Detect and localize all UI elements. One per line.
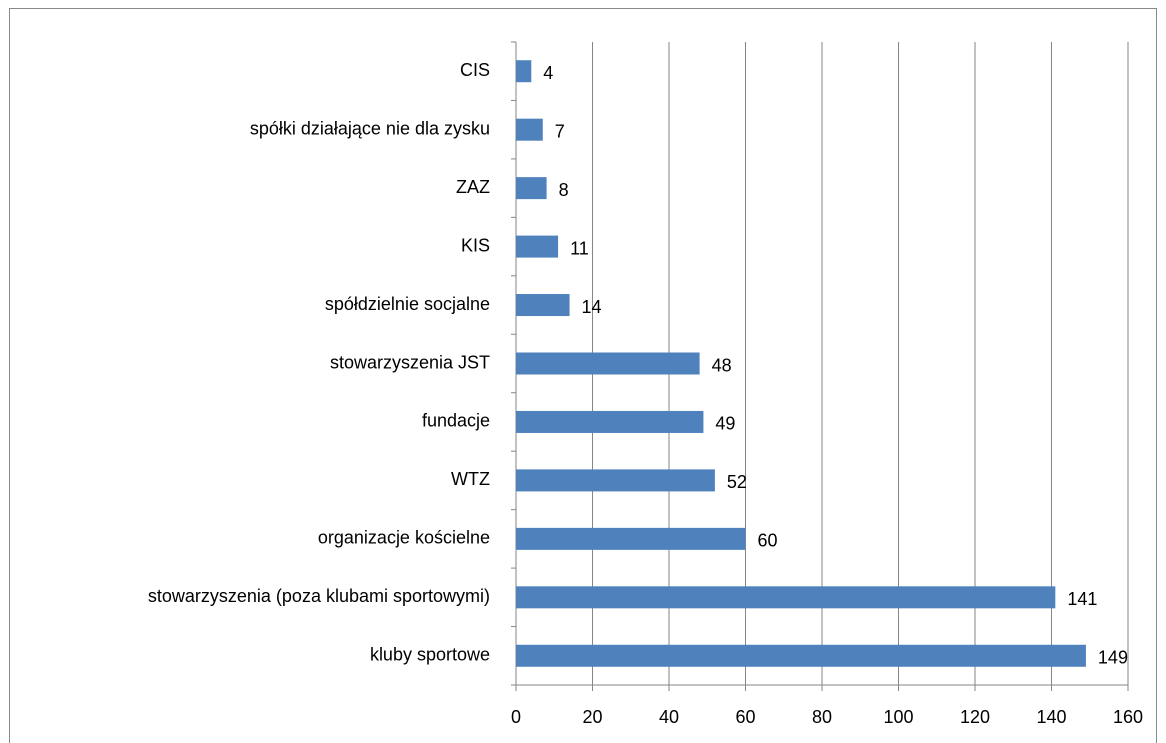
x-tick-label: 100 (883, 707, 913, 727)
value-label: 60 (758, 531, 778, 551)
bar (516, 235, 559, 258)
value-label: 4 (543, 63, 553, 83)
bar (516, 469, 715, 492)
value-label: 49 (715, 414, 735, 434)
y-tick-label: kluby sportowe (370, 645, 490, 665)
bar (516, 60, 532, 83)
value-label: 52 (727, 472, 747, 492)
y-tick-label: stowarzyszenia JST (330, 352, 490, 372)
bar (516, 527, 746, 550)
value-label: 11 (570, 238, 589, 258)
bar (516, 294, 570, 317)
y-tick-label: organizacje kościelne (318, 528, 490, 548)
x-tick-label: 20 (582, 707, 602, 727)
x-tick-label: 40 (659, 707, 679, 727)
y-tick-label: fundacje (422, 411, 490, 431)
bar (516, 352, 700, 375)
y-tick-label: spółki działające nie dla zysku (250, 118, 490, 138)
x-tick-label: 140 (1036, 707, 1066, 727)
value-label: 149 (1098, 648, 1128, 668)
x-tick-label: 120 (960, 707, 990, 727)
bar (516, 644, 1086, 667)
x-tick-label: 160 (1113, 707, 1143, 727)
y-tick-label: CIS (460, 60, 490, 80)
value-label: 7 (555, 121, 565, 141)
bar (516, 177, 547, 200)
y-tick-label: ZAZ (456, 177, 490, 197)
x-tick-label: 80 (812, 707, 832, 727)
bar (516, 118, 543, 141)
value-label: 14 (582, 297, 602, 317)
y-tick-label: spółdzielnie socjalne (325, 294, 490, 314)
bar (516, 410, 704, 433)
value-label: 141 (1067, 589, 1097, 609)
value-label: 8 (559, 180, 569, 200)
y-tick-label: KIS (461, 235, 490, 255)
chart-border (9, 8, 1157, 743)
bar (516, 586, 1056, 609)
x-tick-label: 60 (735, 707, 755, 727)
x-tick-label: 0 (511, 707, 521, 727)
value-label: 48 (712, 355, 732, 375)
y-tick-label: stowarzyszenia (poza klubami sportowymi) (148, 586, 490, 606)
y-tick-label: WTZ (451, 469, 490, 489)
